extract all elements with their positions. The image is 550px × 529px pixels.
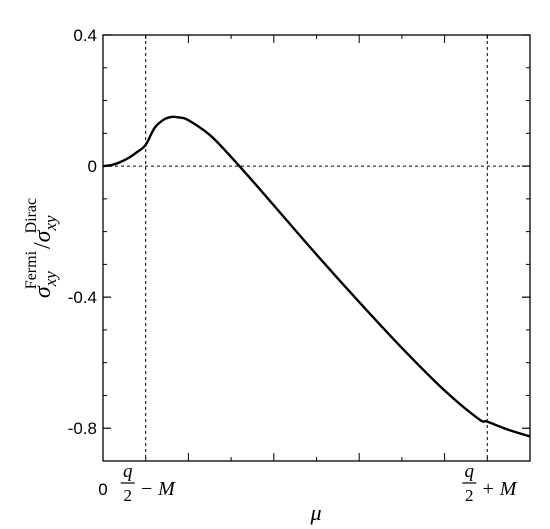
y-label-den-sub: xy — [41, 215, 60, 232]
series-line-1 — [102, 115, 531, 438]
y-axis-label: σxyFermi/σxyDirac — [23, 198, 60, 298]
y-label-symbol: σ — [30, 285, 56, 298]
y-label-num-sub: xy — [41, 271, 60, 288]
y-tick-label: 0 — [88, 157, 97, 176]
x-tick-label-numerator: q — [465, 461, 475, 482]
x-tick-label-fraction: q 2 − M — [120, 461, 176, 505]
x-axis-label: μ — [309, 500, 321, 525]
y-label-den-sup: Dirac — [23, 198, 40, 234]
x-tick-label-offset: + M — [481, 478, 517, 500]
x-tick-label-offset: − M — [140, 478, 176, 500]
y-label-den-symbol: σ — [30, 229, 56, 242]
reference-lines — [103, 35, 530, 461]
y-tick-labels: 0.4 0 -0.4 -0.8 — [68, 26, 97, 438]
tick-layer — [103, 34, 530, 461]
x-tick-label-denominator: 2 — [123, 486, 132, 505]
plot-frame — [102, 34, 531, 462]
x-tick-label-numerator: q — [123, 461, 133, 482]
y-tick-label: -0.4 — [68, 288, 97, 307]
series-layer — [102, 115, 531, 438]
x-tick-label-fraction: q 2 + M — [462, 461, 518, 505]
x-tick-label-denominator: 2 — [465, 486, 474, 505]
x-tick-label-zero: 0 — [98, 480, 107, 499]
x-tick-labels: 0q2− Mq2 + M — [98, 461, 518, 505]
y-label-slash: / — [30, 242, 56, 249]
y-tick-label: -0.8 — [68, 419, 97, 438]
y-tick-label: 0.4 — [73, 26, 97, 45]
y-label-num-sup: Fermi — [23, 250, 40, 289]
svg-text:σxyFermi/σxyDirac: σxyFermi/σxyDirac — [23, 198, 60, 298]
